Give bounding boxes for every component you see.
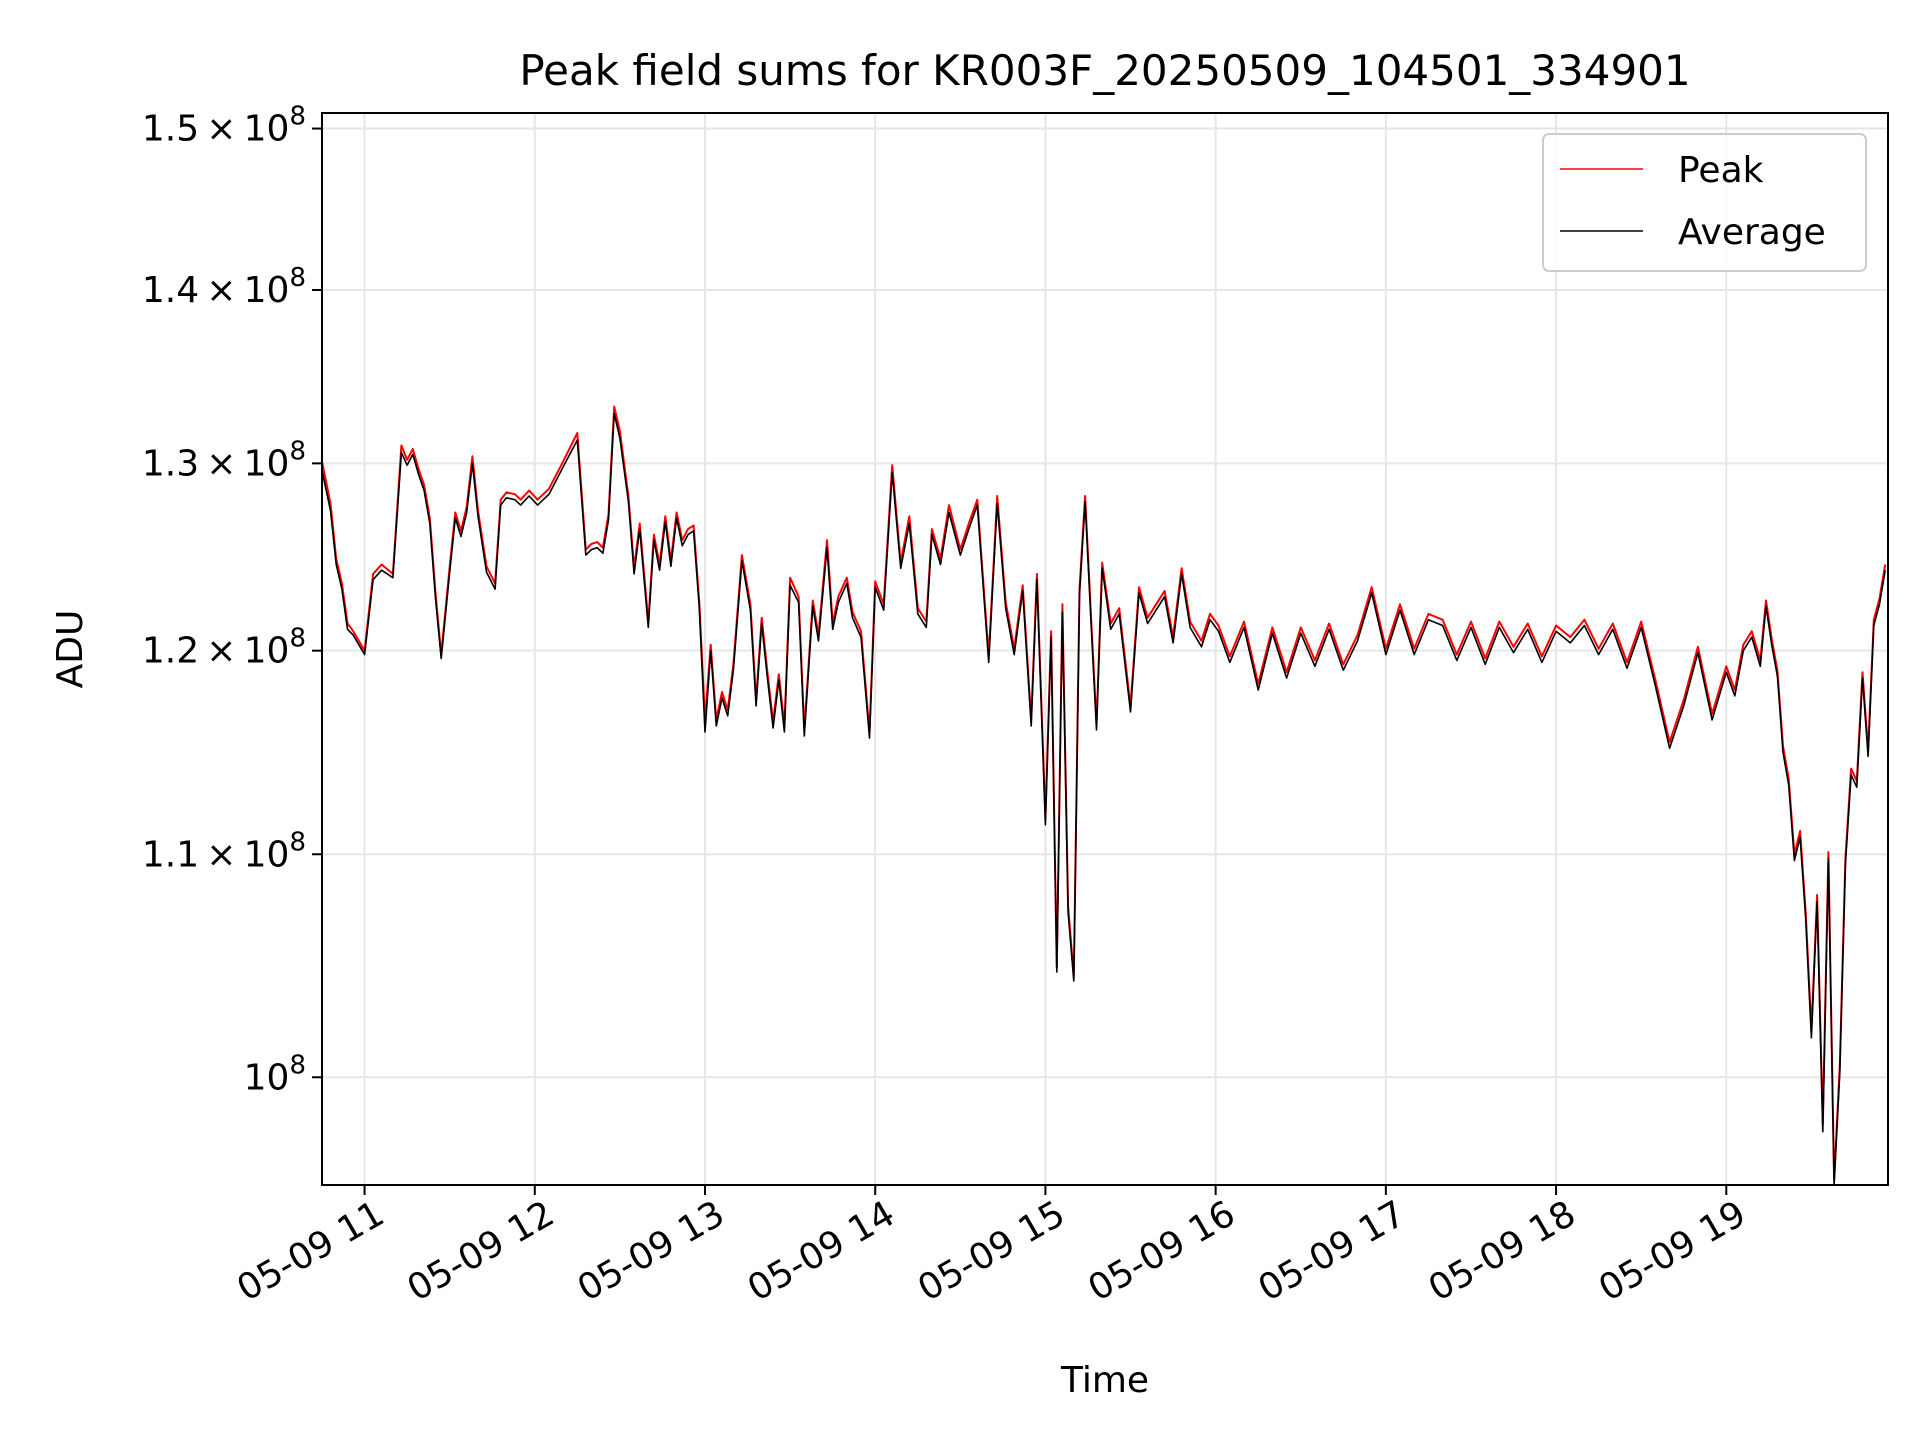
y-tick-label: 1.4 × 108 <box>142 263 306 311</box>
y-tick-exponent: 8 <box>289 263 306 293</box>
chart-title: Peak field sums for KR003F_20250509_1045… <box>519 46 1690 95</box>
legend-peak-label: Peak <box>1678 150 1764 191</box>
series-line-average <box>321 412 1886 1186</box>
series-lines <box>321 405 1887 1186</box>
y-tick-label: 1.2 × 108 <box>142 624 306 672</box>
y-tick-label: 1.1 × 108 <box>142 827 306 875</box>
legend-average-label: Average <box>1678 212 1826 253</box>
y-tick-label: 1.3 × 108 <box>142 436 306 484</box>
y-tick-exponent: 8 <box>289 827 306 857</box>
y-tick-exponent: 8 <box>289 624 306 654</box>
y-tick-exponent: 8 <box>289 436 306 466</box>
x-axis-label: Time <box>1060 1360 1149 1401</box>
plot-frame <box>321 112 1889 1186</box>
y-tick-exponent: 8 <box>289 1050 306 1080</box>
y-axis-label: ADU <box>50 610 91 689</box>
grid <box>322 113 1888 1185</box>
series-line-peak <box>321 405 1887 1182</box>
y-tick-label: 1.5 × 108 <box>142 102 306 150</box>
legend: Peak Average <box>1542 133 1867 272</box>
y-tick-exponent: 8 <box>289 102 306 132</box>
